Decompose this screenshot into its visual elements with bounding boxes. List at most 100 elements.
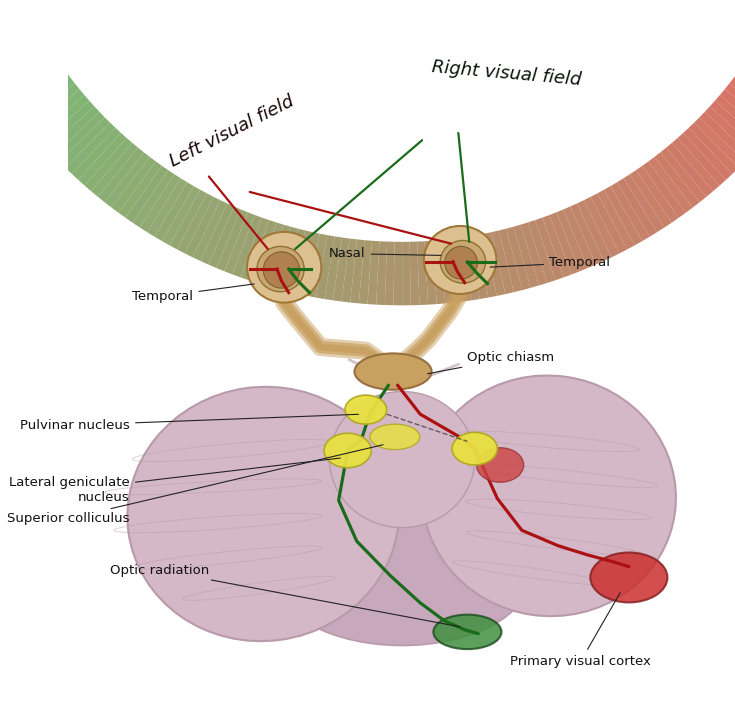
- Polygon shape: [598, 189, 635, 250]
- Ellipse shape: [452, 433, 498, 465]
- Polygon shape: [642, 162, 686, 218]
- Polygon shape: [193, 200, 227, 261]
- Polygon shape: [201, 203, 234, 265]
- Polygon shape: [65, 122, 115, 174]
- Polygon shape: [208, 207, 241, 268]
- Polygon shape: [499, 229, 522, 292]
- Polygon shape: [402, 242, 411, 305]
- Text: Right visual field: Right visual field: [431, 59, 582, 89]
- Polygon shape: [678, 133, 726, 186]
- Polygon shape: [60, 117, 110, 168]
- Ellipse shape: [275, 509, 529, 646]
- Ellipse shape: [440, 240, 486, 283]
- Polygon shape: [477, 234, 497, 297]
- Ellipse shape: [370, 424, 420, 450]
- Polygon shape: [672, 138, 720, 191]
- Polygon shape: [720, 89, 735, 136]
- Text: Temporal: Temporal: [490, 256, 610, 270]
- Circle shape: [445, 247, 478, 279]
- Polygon shape: [384, 242, 395, 305]
- Text: Superior colliculus: Superior colliculus: [7, 445, 383, 525]
- Polygon shape: [729, 77, 735, 123]
- Polygon shape: [409, 242, 420, 305]
- Ellipse shape: [257, 247, 304, 292]
- Polygon shape: [0, 34, 45, 73]
- Ellipse shape: [354, 353, 431, 390]
- Ellipse shape: [329, 392, 475, 528]
- Polygon shape: [184, 197, 220, 257]
- Polygon shape: [126, 166, 168, 222]
- Polygon shape: [492, 230, 514, 294]
- Polygon shape: [462, 237, 480, 300]
- Polygon shape: [104, 152, 150, 207]
- Polygon shape: [611, 182, 650, 241]
- Polygon shape: [15, 72, 70, 116]
- Ellipse shape: [476, 448, 523, 482]
- Polygon shape: [91, 143, 138, 197]
- Polygon shape: [570, 203, 603, 265]
- Ellipse shape: [434, 615, 501, 649]
- Polygon shape: [20, 77, 75, 123]
- Polygon shape: [333, 237, 350, 302]
- Polygon shape: [216, 209, 248, 271]
- Polygon shape: [514, 225, 539, 288]
- Polygon shape: [577, 200, 612, 261]
- Text: Left visual field: Left visual field: [166, 92, 297, 170]
- Polygon shape: [521, 222, 547, 285]
- Polygon shape: [666, 143, 713, 197]
- Polygon shape: [140, 174, 181, 232]
- Polygon shape: [425, 241, 437, 305]
- Polygon shape: [660, 147, 706, 202]
- Text: Nasal: Nasal: [329, 247, 441, 260]
- Polygon shape: [0, 46, 53, 88]
- Polygon shape: [224, 212, 255, 275]
- Polygon shape: [542, 215, 572, 277]
- Polygon shape: [48, 107, 99, 156]
- Polygon shape: [232, 215, 262, 277]
- Polygon shape: [725, 84, 735, 129]
- Ellipse shape: [424, 226, 496, 294]
- Polygon shape: [484, 232, 506, 296]
- Polygon shape: [299, 232, 320, 296]
- Polygon shape: [432, 240, 445, 304]
- Polygon shape: [359, 240, 372, 304]
- Text: Pulvinar nucleus: Pulvinar nucleus: [21, 414, 359, 432]
- Polygon shape: [368, 241, 379, 305]
- Polygon shape: [700, 112, 735, 162]
- Polygon shape: [376, 241, 387, 305]
- Polygon shape: [316, 235, 334, 299]
- Polygon shape: [118, 162, 162, 218]
- Polygon shape: [162, 186, 200, 245]
- Polygon shape: [170, 189, 207, 250]
- Polygon shape: [85, 138, 132, 191]
- Polygon shape: [528, 220, 556, 283]
- Ellipse shape: [345, 395, 387, 424]
- Polygon shape: [563, 207, 596, 268]
- Polygon shape: [273, 227, 298, 290]
- Text: Optic chiasm: Optic chiasm: [428, 352, 554, 374]
- Polygon shape: [440, 240, 454, 303]
- Polygon shape: [147, 178, 187, 237]
- Text: Lateral geniculate
nucleus: Lateral geniculate nucleus: [10, 458, 340, 504]
- Polygon shape: [447, 239, 462, 302]
- Polygon shape: [636, 166, 678, 222]
- Ellipse shape: [127, 387, 399, 641]
- Polygon shape: [654, 152, 700, 207]
- Polygon shape: [257, 222, 284, 285]
- Text: Optic radiation: Optic radiation: [110, 563, 460, 627]
- Ellipse shape: [422, 375, 676, 616]
- Polygon shape: [36, 95, 89, 143]
- Polygon shape: [734, 72, 735, 116]
- Polygon shape: [393, 242, 402, 305]
- Polygon shape: [535, 217, 564, 280]
- Polygon shape: [112, 157, 156, 212]
- Ellipse shape: [247, 232, 321, 302]
- Polygon shape: [282, 229, 305, 292]
- Polygon shape: [42, 101, 94, 149]
- Polygon shape: [4, 59, 61, 102]
- Text: Primary visual cortex: Primary visual cortex: [510, 593, 651, 668]
- Polygon shape: [324, 237, 342, 300]
- Polygon shape: [556, 209, 588, 271]
- Polygon shape: [342, 239, 357, 302]
- Polygon shape: [470, 235, 488, 299]
